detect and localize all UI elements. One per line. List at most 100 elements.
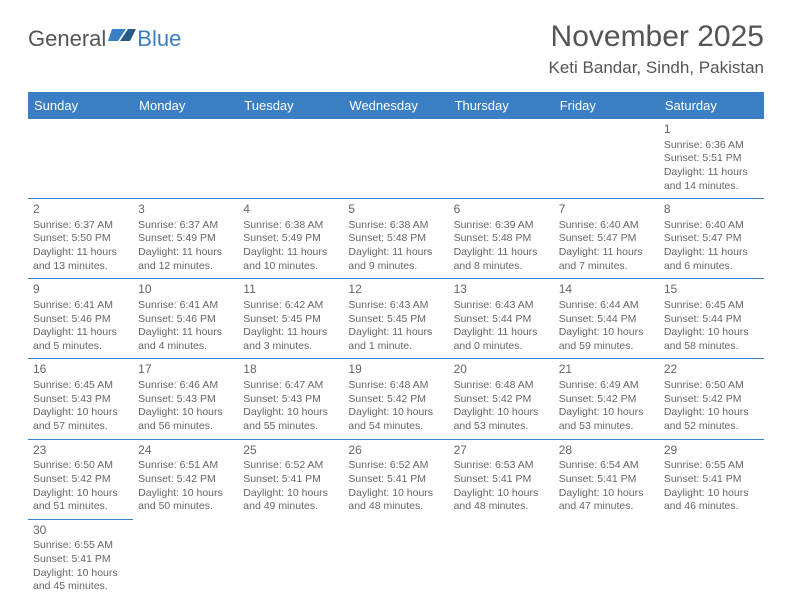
day-info-line: and 3 minutes. [243,340,338,354]
day-number: 12 [348,282,443,298]
day-info-line: and 10 minutes. [243,260,338,274]
day-info-line: Sunrise: 6:45 AM [664,299,759,313]
day-info-line: Sunrise: 6:50 AM [33,459,128,473]
day-info-line: Daylight: 10 hours [454,406,549,420]
day-number: 5 [348,202,443,218]
calendar-day-cell: 20Sunrise: 6:48 AMSunset: 5:42 PMDayligh… [449,359,554,439]
day-number: 25 [243,443,338,459]
day-number: 11 [243,282,338,298]
dow-tuesday: Tuesday [238,92,343,119]
calendar-week-row: 16Sunrise: 6:45 AMSunset: 5:43 PMDayligh… [28,359,764,439]
logo-text-general: General [28,26,106,52]
calendar-day-cell [343,519,448,599]
day-info-line: and 49 minutes. [243,500,338,514]
day-number: 27 [454,443,549,459]
dow-monday: Monday [133,92,238,119]
day-info-line: Daylight: 11 hours [33,326,128,340]
day-info-line: Daylight: 10 hours [33,487,128,501]
calendar-day-cell [343,119,448,199]
day-number: 2 [33,202,128,218]
calendar-day-cell: 24Sunrise: 6:51 AMSunset: 5:42 PMDayligh… [133,439,238,519]
day-info-line: Daylight: 11 hours [559,246,654,260]
calendar-day-cell [238,119,343,199]
day-info-line: Sunset: 5:48 PM [454,232,549,246]
day-number: 30 [33,523,128,539]
day-info-line: and 8 minutes. [454,260,549,274]
calendar-day-cell: 25Sunrise: 6:52 AMSunset: 5:41 PMDayligh… [238,439,343,519]
day-info-line: and 12 minutes. [138,260,233,274]
calendar-day-cell: 2Sunrise: 6:37 AMSunset: 5:50 PMDaylight… [28,199,133,279]
calendar-day-cell: 23Sunrise: 6:50 AMSunset: 5:42 PMDayligh… [28,439,133,519]
day-info-line: Sunset: 5:43 PM [33,393,128,407]
day-info-line: Sunrise: 6:41 AM [138,299,233,313]
day-number: 23 [33,443,128,459]
day-info-line: Daylight: 10 hours [559,406,654,420]
day-info-line: Daylight: 10 hours [559,326,654,340]
calendar-week-row: 2Sunrise: 6:37 AMSunset: 5:50 PMDaylight… [28,199,764,279]
day-info-line: Sunset: 5:43 PM [138,393,233,407]
day-info-line: Sunrise: 6:50 AM [664,379,759,393]
calendar-day-cell: 30Sunrise: 6:55 AMSunset: 5:41 PMDayligh… [28,519,133,599]
calendar-table: Sunday Monday Tuesday Wednesday Thursday… [28,92,764,599]
day-info-line: Daylight: 10 hours [664,326,759,340]
day-number: 15 [664,282,759,298]
day-number: 17 [138,362,233,378]
day-info-line: Sunset: 5:47 PM [559,232,654,246]
day-number: 3 [138,202,233,218]
day-info-line: Daylight: 10 hours [348,487,443,501]
day-info-line: and 46 minutes. [664,500,759,514]
day-info-line: and 53 minutes. [454,420,549,434]
day-info-line: Sunrise: 6:39 AM [454,219,549,233]
day-info-line: Daylight: 11 hours [454,326,549,340]
day-info-line: Sunset: 5:42 PM [348,393,443,407]
location-subtitle: Keti Bandar, Sindh, Pakistan [549,58,764,78]
day-info-line: Daylight: 11 hours [138,326,233,340]
day-number: 24 [138,443,233,459]
calendar-day-cell: 21Sunrise: 6:49 AMSunset: 5:42 PMDayligh… [554,359,659,439]
calendar-page: General Blue November 2025 Keti Bandar, … [0,0,792,609]
calendar-day-cell: 7Sunrise: 6:40 AMSunset: 5:47 PMDaylight… [554,199,659,279]
day-info-line: Sunset: 5:42 PM [454,393,549,407]
calendar-day-cell: 10Sunrise: 6:41 AMSunset: 5:46 PMDayligh… [133,279,238,359]
day-info-line: Sunset: 5:49 PM [243,232,338,246]
day-number: 21 [559,362,654,378]
dow-friday: Friday [554,92,659,119]
calendar-day-cell: 5Sunrise: 6:38 AMSunset: 5:48 PMDaylight… [343,199,448,279]
day-info-line: Daylight: 11 hours [243,326,338,340]
calendar-day-cell [133,519,238,599]
calendar-week-row: 23Sunrise: 6:50 AMSunset: 5:42 PMDayligh… [28,439,764,519]
calendar-day-cell [133,119,238,199]
calendar-day-cell: 11Sunrise: 6:42 AMSunset: 5:45 PMDayligh… [238,279,343,359]
calendar-day-cell: 15Sunrise: 6:45 AMSunset: 5:44 PMDayligh… [659,279,764,359]
day-info-line: Sunset: 5:41 PM [348,473,443,487]
day-info-line: Sunrise: 6:54 AM [559,459,654,473]
calendar-day-cell [28,119,133,199]
day-info-line: Daylight: 10 hours [559,487,654,501]
day-info-line: Sunrise: 6:48 AM [348,379,443,393]
day-info-line: Sunrise: 6:37 AM [33,219,128,233]
day-info-line: Sunrise: 6:37 AM [138,219,233,233]
day-info-line: Daylight: 10 hours [664,487,759,501]
day-info-line: Daylight: 11 hours [243,246,338,260]
day-info-line: Sunset: 5:41 PM [243,473,338,487]
day-info-line: Sunset: 5:44 PM [664,313,759,327]
day-info-line: Sunrise: 6:41 AM [33,299,128,313]
day-info-line: Sunrise: 6:55 AM [664,459,759,473]
day-info-line: Sunset: 5:43 PM [243,393,338,407]
day-number: 19 [348,362,443,378]
day-info-line: Daylight: 11 hours [138,246,233,260]
day-info-line: Sunset: 5:44 PM [559,313,654,327]
calendar-day-cell [554,119,659,199]
day-info-line: Sunset: 5:48 PM [348,232,443,246]
day-info-line: and 13 minutes. [33,260,128,274]
day-number: 10 [138,282,233,298]
day-info-line: Sunset: 5:41 PM [559,473,654,487]
day-info-line: Sunset: 5:46 PM [33,313,128,327]
day-info-line: Daylight: 10 hours [33,406,128,420]
day-info-line: and 57 minutes. [33,420,128,434]
day-info-line: Daylight: 10 hours [33,567,128,581]
day-number: 26 [348,443,443,459]
calendar-body: 1Sunrise: 6:36 AMSunset: 5:51 PMDaylight… [28,119,764,599]
calendar-day-cell: 1Sunrise: 6:36 AMSunset: 5:51 PMDaylight… [659,119,764,199]
day-info-line: Daylight: 11 hours [664,246,759,260]
